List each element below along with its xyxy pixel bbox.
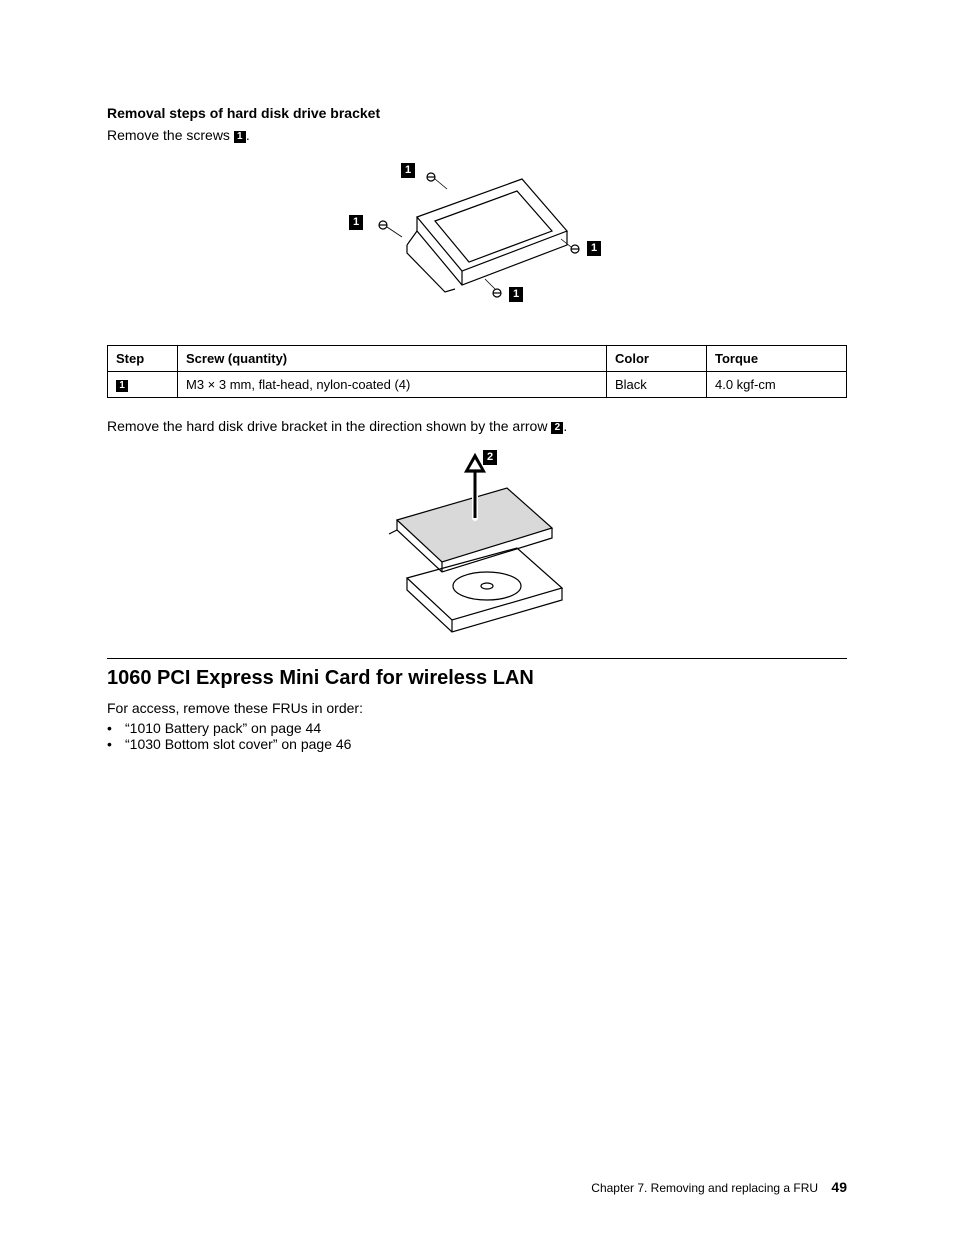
section-1060-intro: For access, remove these FRUs in order: [107,700,847,716]
th-step: Step [108,346,178,372]
fig2-callout: 2 [483,450,497,465]
remove-screws-text: Remove the screws 1. [107,127,847,143]
table-row: 1 M3 × 3 mm, flat-head, nylon-coated (4)… [108,372,847,398]
section-divider [107,658,847,659]
td-color: Black [607,372,707,398]
figure-hdd-bracket-removal: 2 [107,448,847,638]
section-1060-heading: 1060 PCI Express Mini Card for wireless … [107,667,847,690]
fig1-callout-ml: 1 [349,215,363,230]
th-color: Color [607,346,707,372]
remove-screws-pre: Remove the screws [107,127,234,143]
remove-screws-post: . [246,127,250,143]
list-item: “1030 Bottom slot cover” on page 46 [107,736,847,752]
fig1-callout-b: 1 [509,287,523,302]
page-footer: Chapter 7. Removing and replacing a FRU … [591,1179,847,1195]
td-step-callout: 1 [116,380,128,392]
removal-steps-heading: Removal steps of hard disk drive bracket [107,105,847,121]
list-item: “1010 Battery pack” on page 44 [107,720,847,736]
th-screw: Screw (quantity) [178,346,607,372]
screw-table: Step Screw (quantity) Color Torque 1 M3 … [107,345,847,398]
remove-bracket-text: Remove the hard disk drive bracket in th… [107,418,847,434]
remove-bracket-pre: Remove the hard disk drive bracket in th… [107,418,551,434]
fig1-callout-tl: 1 [401,163,415,178]
td-torque: 4.0 kgf-cm [707,372,847,398]
footer-page-number: 49 [831,1179,847,1195]
callout-1-inline: 1 [234,131,246,143]
th-torque: Torque [707,346,847,372]
table-header-row: Step Screw (quantity) Color Torque [108,346,847,372]
remove-bracket-post: . [563,418,567,434]
hdd-bracket-svg [347,157,607,327]
hdd-removal-svg [367,448,587,638]
fig1-callout-r: 1 [587,241,601,256]
td-step: 1 [108,372,178,398]
callout-2-inline: 2 [551,422,563,434]
footer-chapter: Chapter 7. Removing and replacing a FRU [591,1181,818,1195]
figure-hdd-bracket-screws: 1 1 1 1 [107,157,847,327]
fru-list: “1010 Battery pack” on page 44 “1030 Bot… [107,720,847,752]
td-screw: M3 × 3 mm, flat-head, nylon-coated (4) [178,372,607,398]
